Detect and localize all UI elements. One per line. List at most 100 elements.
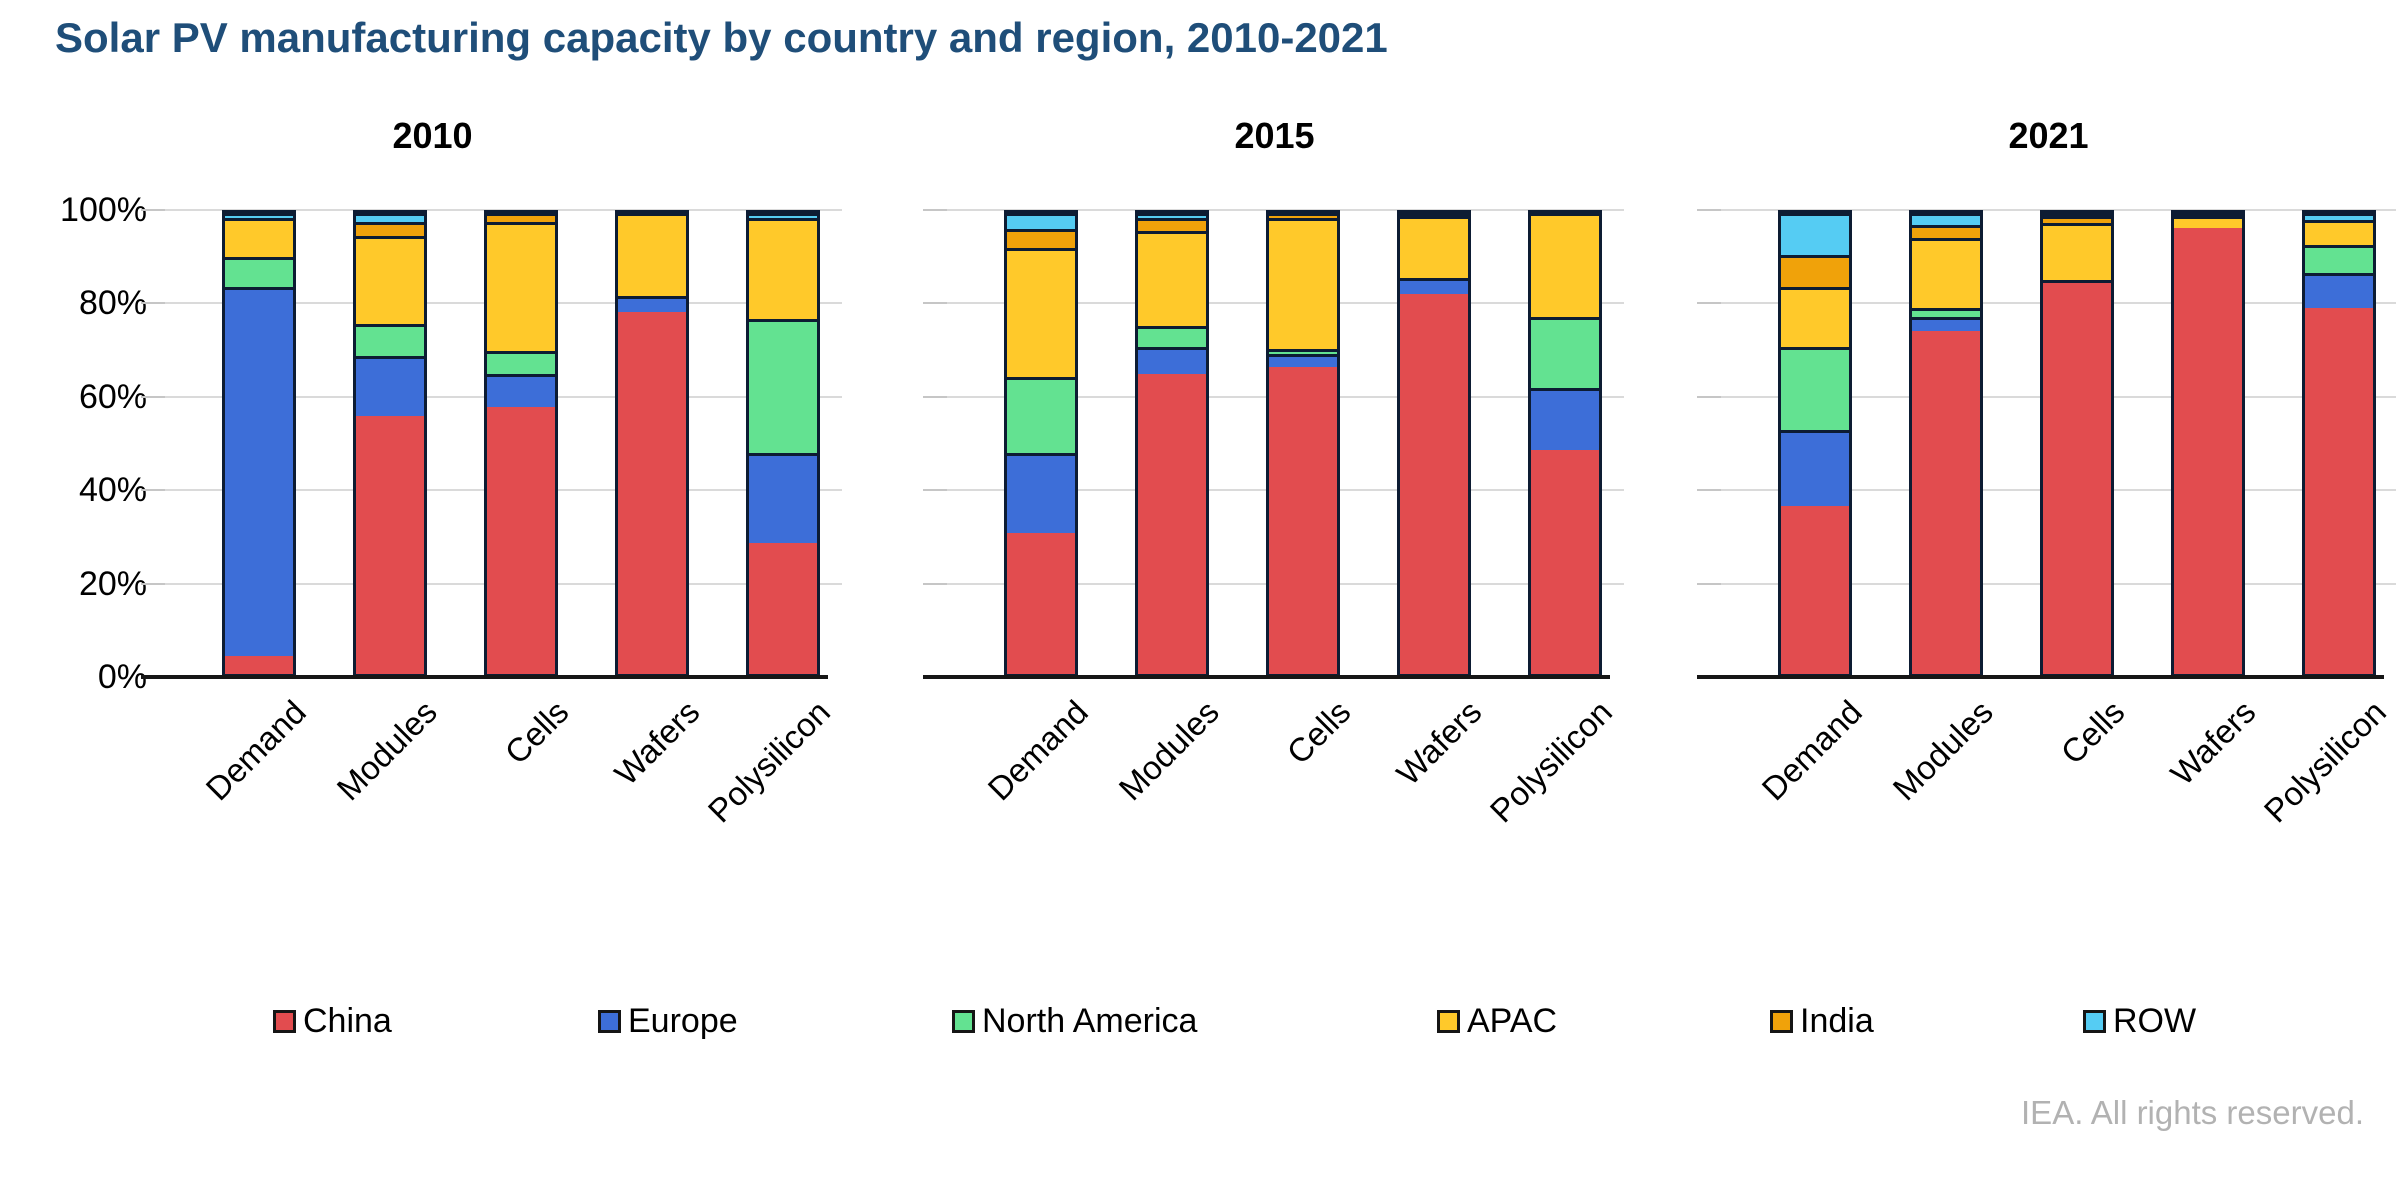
segment-india	[1912, 224, 1980, 239]
y-tick-80	[923, 302, 947, 305]
segment-apac	[1531, 213, 1599, 317]
segment-apac	[1269, 217, 1337, 349]
legend-label: India	[1800, 1002, 1874, 1040]
x-label-demand: Demand	[198, 693, 314, 808]
segment-europe	[1269, 353, 1337, 368]
x-label-modules: Modules	[1111, 693, 1227, 808]
segment-north-america	[1138, 325, 1206, 347]
segment-north-america	[1912, 307, 1980, 317]
segment-row	[749, 213, 817, 218]
x-label-demand: Demand	[1754, 693, 1870, 808]
x-axis-labels: Demand Modules Cells Wafers Polysilicon	[165, 677, 837, 872]
segment-europe	[618, 296, 686, 313]
segment-apac	[1400, 216, 1468, 279]
segment-row	[1138, 213, 1206, 218]
segment-china	[749, 542, 817, 674]
segment-europe	[1912, 316, 1980, 331]
segment-row	[1781, 213, 1849, 255]
segment-apac	[225, 217, 293, 257]
segment-north-america	[1531, 316, 1599, 389]
segment-india	[2174, 213, 2242, 216]
y-tick-100	[1697, 209, 1721, 211]
x-label-wafers: Wafers	[2162, 693, 2263, 793]
segment-north-america	[356, 323, 424, 356]
legend-swatch-india	[1770, 1009, 1793, 1033]
segment-north-america	[225, 256, 293, 287]
segment-india	[356, 222, 424, 237]
bar-2021-modules	[1909, 210, 1983, 677]
legend-label: North America	[982, 1002, 1198, 1040]
segment-apac	[1912, 238, 1980, 308]
segment-india	[1007, 229, 1075, 248]
bar-2021-demand	[1778, 210, 1852, 677]
legend-label: APAC	[1467, 1002, 1558, 1040]
segment-apac	[618, 213, 686, 296]
x-axis-line	[1697, 675, 2384, 679]
attribution-text: IEA. All rights reserved.	[2021, 1094, 2364, 1131]
bars-group	[947, 210, 1602, 677]
segment-row	[1912, 213, 1980, 225]
y-tick-100	[141, 209, 165, 211]
segment-china	[1400, 294, 1468, 674]
segment-china	[1007, 533, 1075, 674]
segment-apac	[749, 217, 817, 320]
segment-china	[1269, 367, 1337, 674]
segment-europe	[749, 452, 817, 543]
bar-2010-wafers	[615, 210, 689, 677]
segment-india	[1138, 217, 1206, 232]
y-tick-40	[923, 489, 947, 492]
legend-item-apac: APAC	[1437, 998, 1557, 1044]
bars-group	[1721, 210, 2376, 677]
segment-europe	[225, 286, 293, 656]
segment-north-america	[749, 319, 817, 453]
bar-2021-wafers	[2171, 210, 2245, 677]
y-tick-label-80: 80%	[78, 284, 147, 323]
segment-europe	[1531, 388, 1599, 451]
y-tick-label-0: 0%	[97, 658, 147, 696]
legend-swatch-north-america	[952, 1009, 975, 1033]
segment-row	[2043, 213, 2111, 217]
segment-europe	[1138, 346, 1206, 375]
segment-row	[356, 213, 424, 223]
segment-apac	[1781, 286, 1849, 347]
x-label-wafers: Wafers	[606, 693, 707, 793]
segment-india	[2043, 216, 2111, 223]
bar-2010-cells	[484, 210, 558, 677]
legend-item-india: India	[1770, 998, 1874, 1044]
segment-row	[225, 213, 293, 218]
segment-apac	[2305, 219, 2373, 246]
x-label-polysilicon: Polysilicon	[700, 693, 838, 830]
segment-europe	[1400, 278, 1468, 295]
bar-2015-wafers	[1397, 210, 1471, 677]
segment-india	[487, 213, 555, 223]
chart-title-2015: 2015	[1234, 115, 1315, 156]
plot-area-2010: Demand Modules Cells Wafers Polysilicon	[141, 209, 842, 829]
x-axis-line	[141, 675, 828, 679]
segment-row	[2305, 213, 2373, 220]
x-axis-labels: Demand Modules Cells Wafers Polysilicon	[1721, 677, 2393, 872]
legend-swatch-row	[2083, 1009, 2106, 1033]
chart-title-2021: 2021	[2008, 115, 2089, 156]
segment-apac	[2043, 222, 2111, 281]
bar-2015-modules	[1135, 210, 1209, 677]
segment-india	[1781, 254, 1849, 287]
y-tick-60	[141, 395, 165, 398]
y-tick-40	[1697, 489, 1721, 492]
bar-2010-modules	[353, 210, 427, 677]
bar-2015-polysilicon	[1528, 210, 1602, 677]
y-tick-20	[923, 582, 947, 585]
x-axis-line	[923, 675, 1610, 679]
legend-item-europe: Europe	[598, 998, 738, 1044]
segment-china	[618, 312, 686, 674]
chart-panel-2021: 2021 Demand Modules Cells Wafers Polysilicon	[1697, 96, 2396, 829]
legend-swatch-apac	[1437, 1009, 1460, 1033]
segment-europe	[1007, 452, 1075, 534]
plot-area-2015: Demand Modules Cells Wafers Polysilicon	[923, 209, 1624, 829]
legend-item-row: ROW	[2083, 998, 2196, 1044]
segment-north-america	[1781, 346, 1849, 430]
x-label-wafers: Wafers	[1388, 693, 1489, 793]
legend-item-north-america: North America	[952, 998, 1197, 1044]
x-label-cells: Cells	[497, 693, 576, 772]
chart-panel-2010: 2010 100% 80% 60% 40% 20% 0% Demand Modules Cel…	[45, 96, 842, 829]
charts-row: 2010 100% 80% 60% 40% 20% 0% Demand Modules Cel…	[45, 96, 2396, 829]
